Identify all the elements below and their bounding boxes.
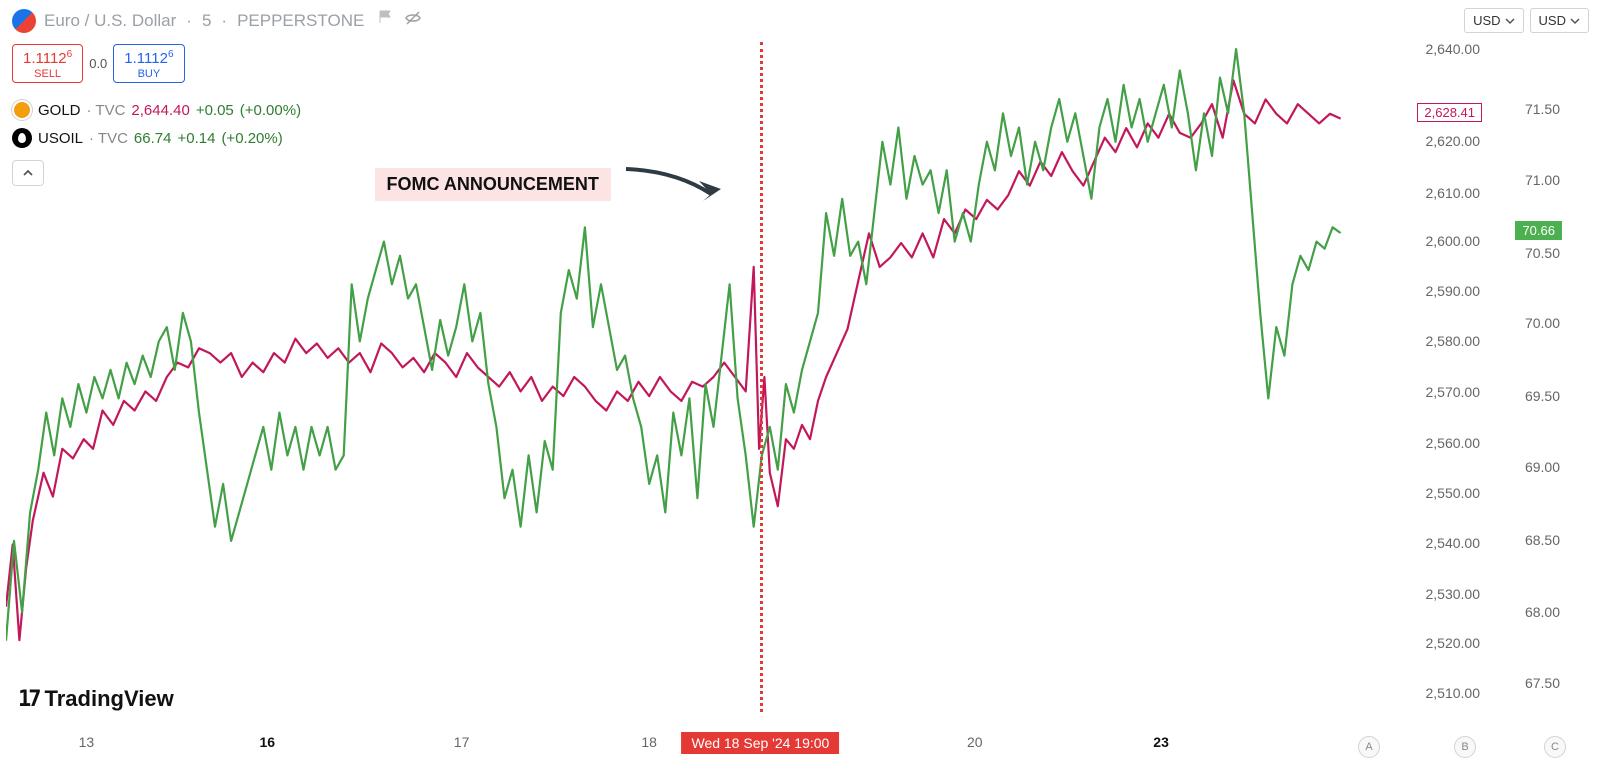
x-tick: 16: [260, 734, 276, 750]
y-tick: 2,520.00: [1426, 635, 1481, 651]
y-tick: 70.50: [1525, 245, 1560, 261]
y-tick: 2,590.00: [1426, 283, 1481, 299]
fomc-annotation[interactable]: FOMC ANNOUNCEMENT: [375, 159, 731, 209]
y-tick: 2,560.00: [1426, 435, 1481, 451]
axis-settings-c[interactable]: C: [1544, 736, 1566, 758]
y-axis-oil[interactable]: 70.66 71.50 71.00 70.50 70.00 69.50 69.00 68.5…: [1506, 42, 1566, 712]
y-tick: 2,610.00: [1426, 185, 1481, 201]
currency-left-label: USD: [1473, 13, 1500, 28]
chevron-down-icon: [1570, 16, 1580, 26]
event-vline: [760, 42, 763, 712]
gold-price-tag: 2,628.41: [1417, 103, 1482, 122]
y-tick: 2,640.00: [1426, 41, 1481, 57]
y-tick: 71.00: [1525, 172, 1560, 188]
x-tick: 17: [454, 734, 470, 750]
y-tick: 2,550.00: [1426, 485, 1481, 501]
pair-icon: [12, 9, 36, 33]
chart-area[interactable]: FOMC ANNOUNCEMENT: [6, 42, 1346, 712]
chevron-down-icon: [1505, 16, 1515, 26]
annotation-label: FOMC ANNOUNCEMENT: [375, 168, 611, 201]
arrow-icon: [621, 159, 731, 209]
sep: [184, 11, 194, 31]
y-tick: 70.00: [1525, 315, 1560, 331]
y-tick: 67.50: [1525, 675, 1560, 691]
y-tick: 68.00: [1525, 604, 1560, 620]
currency-select-right[interactable]: USD: [1530, 8, 1589, 33]
y-tick: 2,530.00: [1426, 586, 1481, 602]
y-tick: 2,570.00: [1426, 384, 1481, 400]
axis-settings-a[interactable]: A: [1358, 736, 1380, 758]
y-tick: 68.50: [1525, 532, 1560, 548]
y-tick: 69.50: [1525, 388, 1560, 404]
interval[interactable]: 5: [202, 11, 211, 31]
x-tick: 23: [1153, 734, 1169, 750]
y-tick: 71.50: [1525, 101, 1560, 117]
hide-icon[interactable]: [404, 9, 422, 32]
tv-logo-icon: 17: [18, 687, 39, 712]
chart-svg: [6, 42, 1346, 712]
x-tick: 13: [79, 734, 95, 750]
flag-icon[interactable]: [378, 9, 394, 32]
sep: [219, 11, 229, 31]
currency-select-left[interactable]: USD: [1464, 8, 1523, 33]
y-tick: 2,620.00: [1426, 133, 1481, 149]
symbol-name[interactable]: Euro / U.S. Dollar: [44, 11, 176, 31]
y-tick: 69.00: [1525, 459, 1560, 475]
y-axis-gold[interactable]: 2,628.41 2,640.00 2,620.00 2,610.00 2,600.0…: [1406, 42, 1486, 712]
currency-right-label: USD: [1539, 13, 1566, 28]
time-marker: Wed 18 Sep '24 19:00: [681, 732, 839, 754]
oil-price-tag: 70.66: [1515, 221, 1562, 240]
tradingview-logo[interactable]: 17 TradingView: [18, 686, 174, 712]
x-tick: 18: [641, 734, 657, 750]
x-axis[interactable]: Wed 18 Sep '24 19:00 13 16 17 18 20 23: [6, 728, 1346, 754]
provider: PEPPERSTONE: [237, 11, 364, 31]
y-tick: 2,540.00: [1426, 535, 1481, 551]
x-tick: 20: [967, 734, 983, 750]
chart-header: Euro / U.S. Dollar 5 PEPPERSTONE USD USD: [12, 8, 1589, 33]
tv-logo-text: TradingView: [45, 686, 174, 712]
axis-settings-b[interactable]: B: [1454, 736, 1476, 758]
y-tick: 2,510.00: [1426, 685, 1481, 701]
y-tick: 2,580.00: [1426, 333, 1481, 349]
y-tick: 2,600.00: [1426, 233, 1481, 249]
